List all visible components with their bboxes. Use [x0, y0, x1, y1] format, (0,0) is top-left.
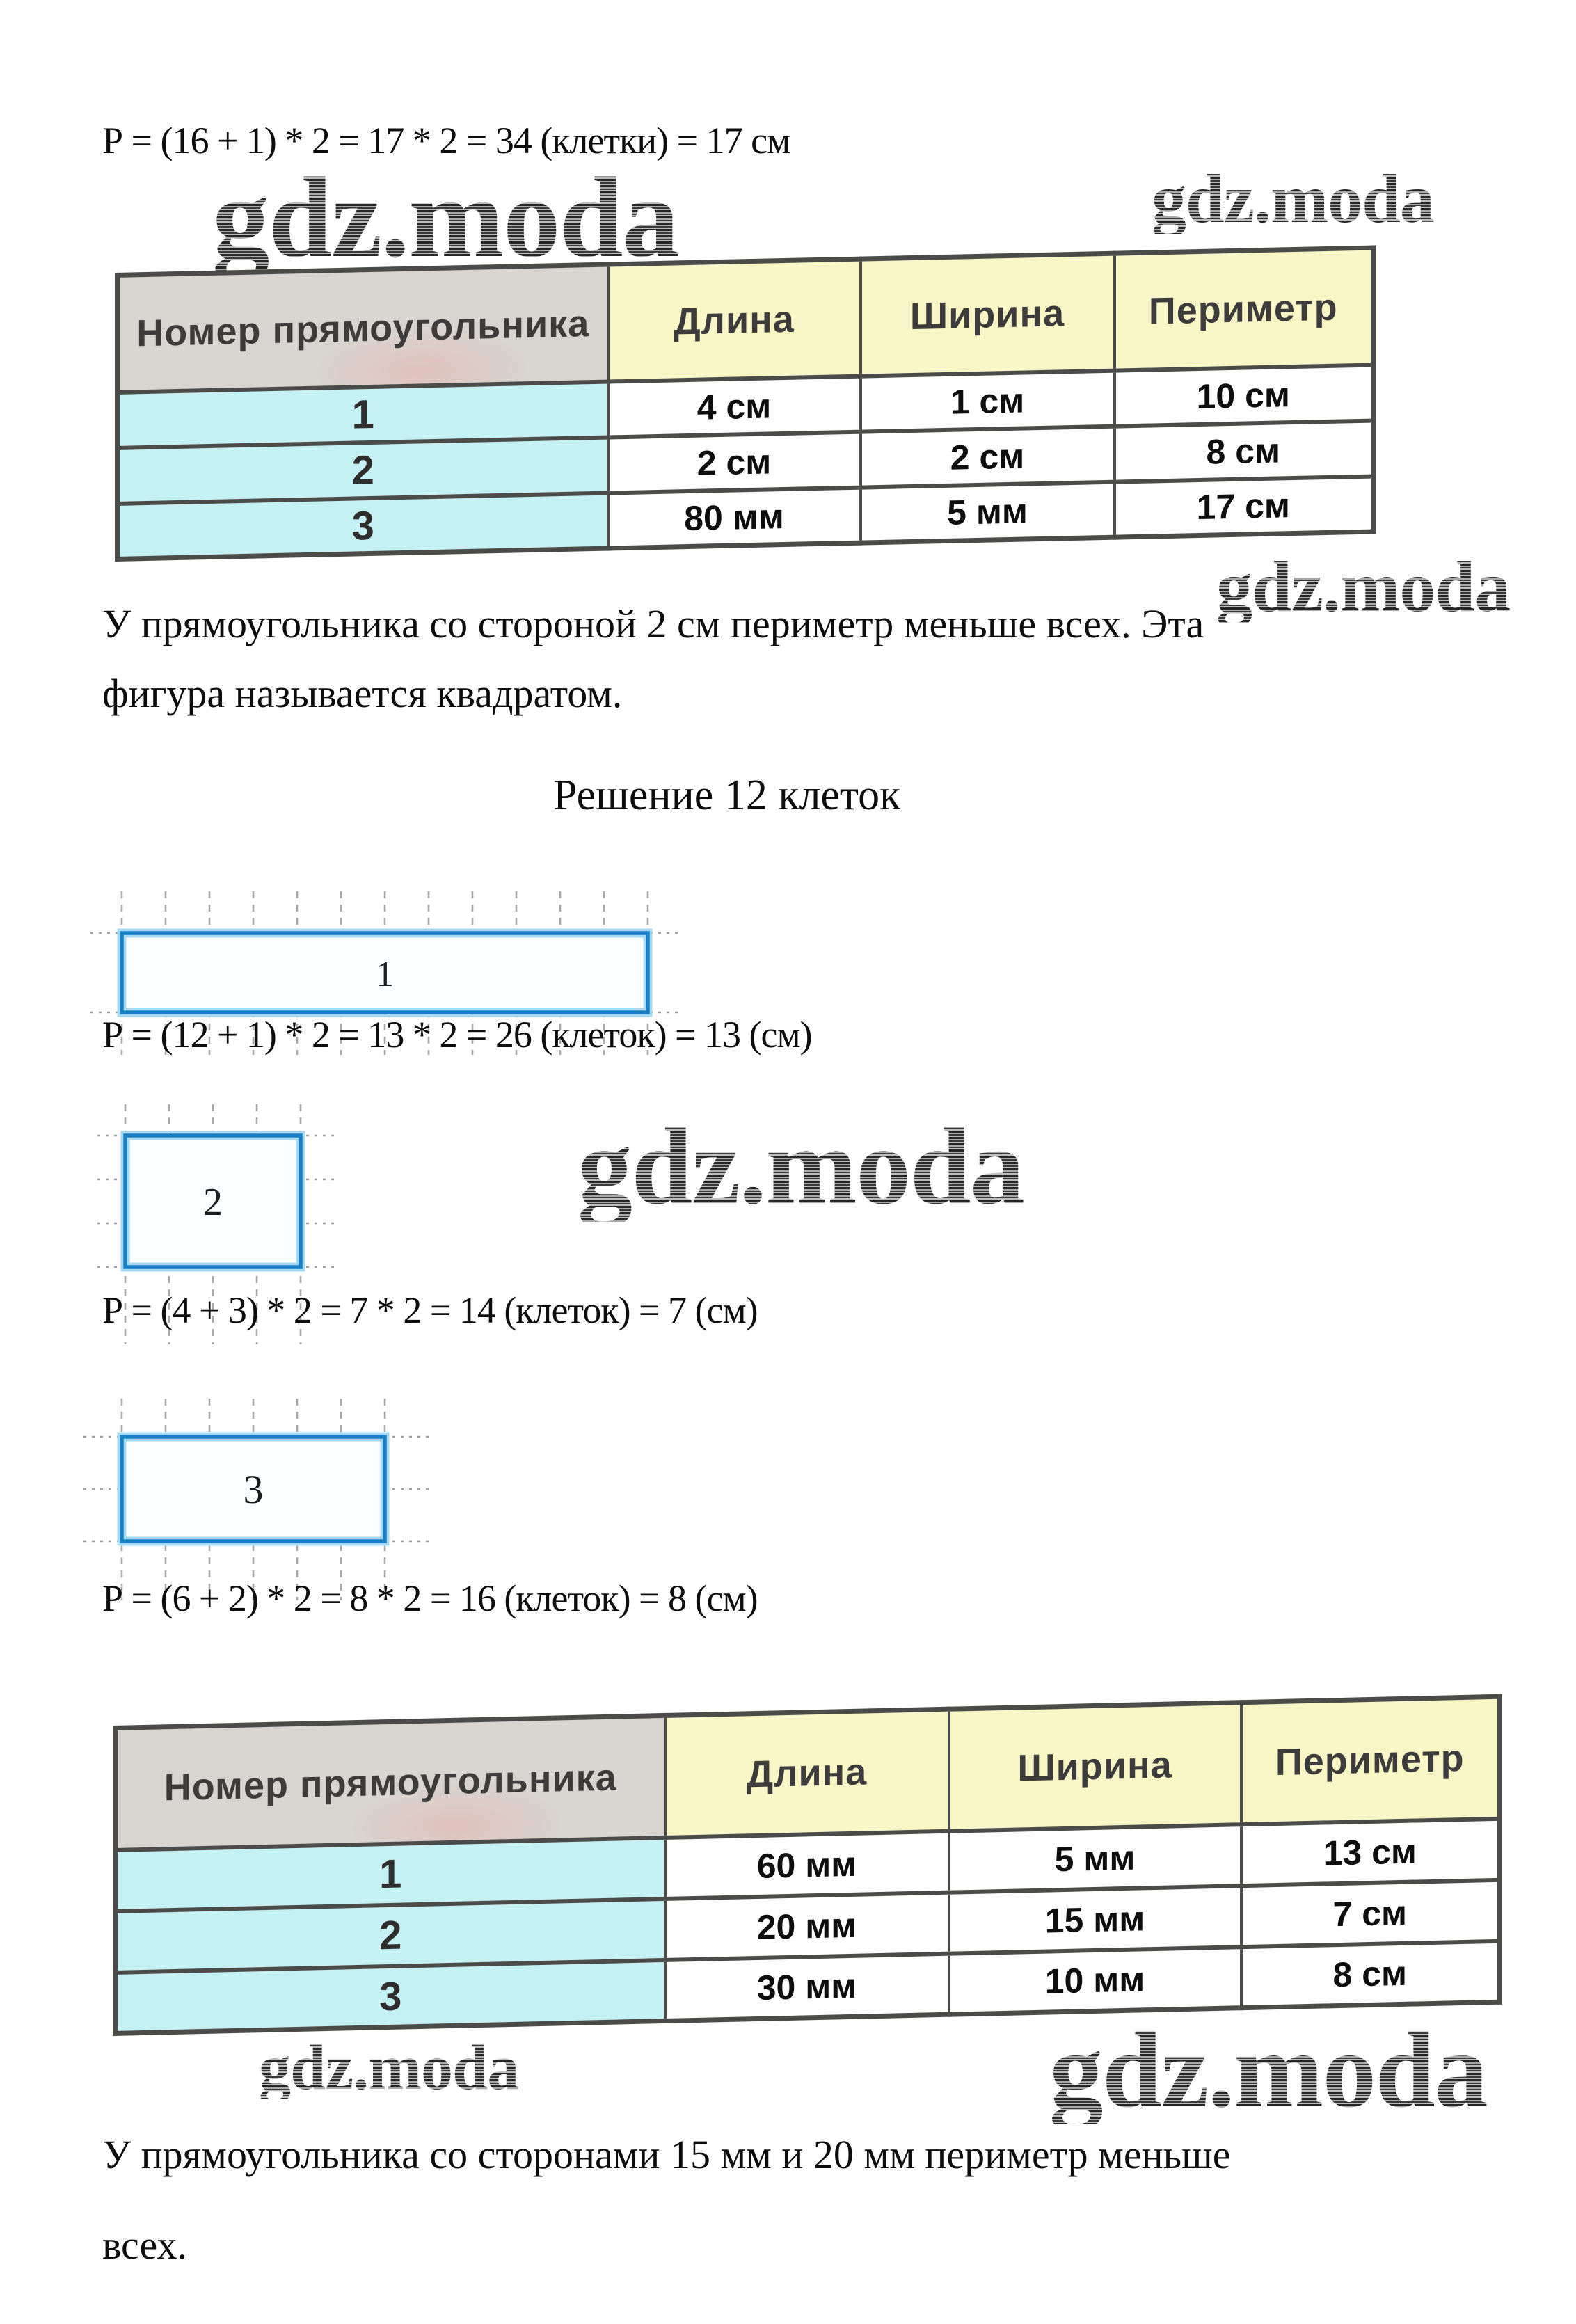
cell-length: 20 мм — [664, 1892, 949, 1960]
cell-perimeter: 17 см — [1114, 476, 1374, 538]
cell-length: 4 см — [607, 376, 861, 438]
header-length: Длина — [607, 259, 861, 382]
results-table-1: Номер прямоугольника Длина Ширина Периме… — [115, 245, 1376, 562]
formula-perimeter-6-2: Р = (6 + 2) * 2 = 8 * 2 = 16 (клеток) = … — [102, 1577, 758, 1619]
cell-number: 2 — [117, 437, 608, 504]
cell-width: 10 мм — [948, 1946, 1241, 2015]
cell-width: 15 мм — [948, 1885, 1241, 1954]
watermark: gdz.moda — [259, 2032, 519, 2103]
header-number-of-rectangle: Номер прямоугольника — [117, 264, 608, 392]
cell-width: 2 см — [860, 426, 1115, 488]
cell-width: 1 см — [860, 370, 1115, 432]
header-width: Ширина — [860, 253, 1115, 376]
rectangle-outline — [120, 931, 650, 1014]
cell-perimeter: 8 см — [1241, 1941, 1500, 2008]
header-perimeter: Периметр — [1114, 248, 1374, 371]
header-length: Длина — [664, 1709, 949, 1838]
cell-number: 3 — [115, 1959, 665, 2034]
header-width: Ширина — [948, 1702, 1241, 1831]
figure-rectangle-3: 3 — [83, 1399, 431, 1600]
rectangle-outline — [123, 1133, 303, 1269]
cell-number: 3 — [117, 493, 608, 559]
watermark: gdz.moda — [578, 1106, 1025, 1227]
watermark: gdz.moda — [1049, 2010, 1488, 2130]
cell-perimeter: 7 см — [1241, 1879, 1500, 1947]
header-perimeter: Периметр — [1241, 1696, 1500, 1824]
formula-perimeter-12: Р = (12 + 1) * 2 = 13 * 2 = 26 (клеток) … — [102, 1014, 813, 1056]
conclusion-square-line2: фигура называется квадратом. — [102, 671, 623, 716]
watermark: gdz.moda — [212, 154, 679, 281]
conclusion-min-perimeter-line1: У прямоугольника со сторонами 15 мм и 20… — [102, 2132, 1231, 2177]
conclusion-min-perimeter-line2: всех. — [102, 2222, 187, 2268]
cell-perimeter: 13 см — [1241, 1818, 1500, 1886]
figure-rectangle-1: 1 — [90, 891, 679, 1055]
rectangle-label: 1 — [376, 955, 394, 994]
watermark: gdz.moda — [1152, 160, 1435, 237]
formula-perimeter-4-3: Р = (4 + 3) * 2 = 7 * 2 = 14 (клеток) = … — [102, 1289, 758, 1331]
rectangle-label: 2 — [203, 1181, 223, 1224]
cell-width: 5 мм — [860, 481, 1115, 543]
solution-heading: Решение 12 клеток — [553, 772, 901, 819]
formula-perimeter-16: Р = (16 + 1) * 2 = 17 * 2 = 34 (клетки) … — [102, 120, 790, 161]
cell-length: 30 мм — [664, 1953, 949, 2021]
cell-length: 60 мм — [664, 1831, 949, 1899]
conclusion-square-line1: У прямоугольника со стороной 2 см периме… — [102, 601, 1204, 646]
cell-perimeter: 10 см — [1114, 365, 1374, 427]
watermark: gdz.moda — [1216, 547, 1511, 627]
cell-perimeter: 8 см — [1114, 420, 1374, 482]
cell-width: 5 мм — [948, 1824, 1241, 1893]
cell-length: 2 см — [607, 431, 861, 493]
cell-length: 80 мм — [607, 487, 861, 549]
figure-rectangle-2: 2 — [97, 1104, 334, 1344]
cell-number: 1 — [117, 381, 608, 448]
header-number-of-rectangle: Номер прямоугольника — [115, 1715, 665, 1850]
results-table-2: Номер прямоугольника Длина Ширина Периме… — [113, 1694, 1502, 2036]
rectangle-label: 3 — [244, 1467, 264, 1512]
rectangle-outline — [120, 1435, 387, 1543]
